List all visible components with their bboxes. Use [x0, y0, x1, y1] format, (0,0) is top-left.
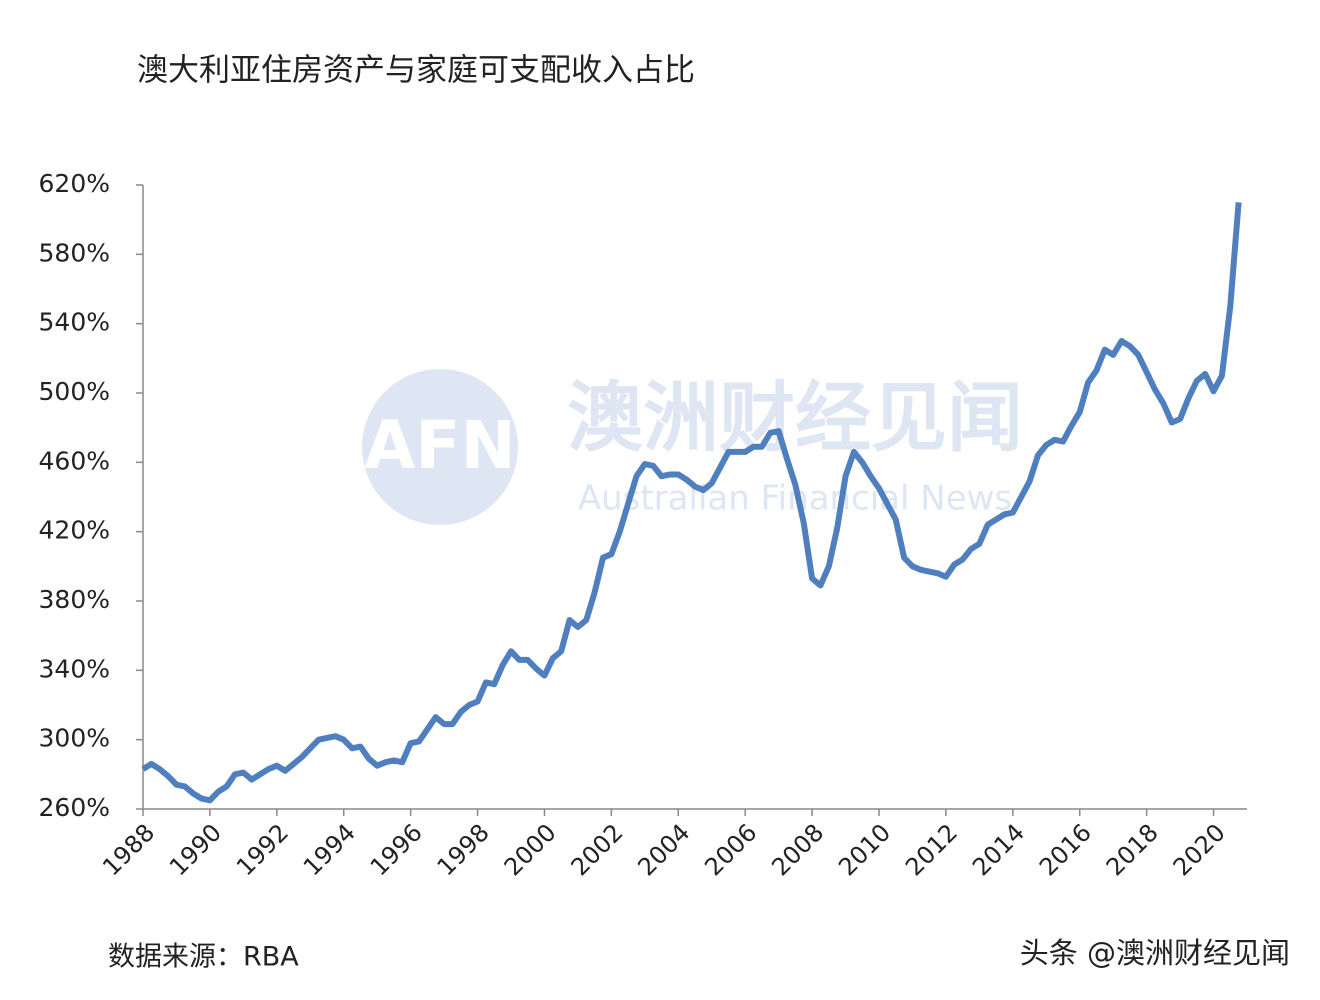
watermark-logo: AFN	[364, 407, 515, 484]
chart-title: 澳大利亚住房资产与家庭可支配收入占比	[137, 53, 695, 89]
x-tick-label: 1992	[231, 818, 294, 881]
y-tick-label: 380%	[39, 585, 110, 614]
x-tick-label: 2010	[833, 818, 896, 881]
x-tick-label: 2004	[632, 818, 695, 881]
x-tick-label: 2016	[1034, 818, 1097, 881]
x-tick-label: 1990	[164, 818, 227, 881]
x-tick-label: 2020	[1168, 818, 1231, 881]
x-tick-label: 2018	[1101, 818, 1164, 881]
x-tick-label: 1994	[298, 818, 361, 881]
y-tick-label: 300%	[39, 724, 110, 753]
x-tick-label: 2008	[766, 818, 829, 881]
y-tick-label: 460%	[39, 446, 110, 475]
y-tick-label: 580%	[39, 238, 110, 267]
x-tick-label: 1998	[432, 818, 495, 881]
y-tick-label: 620%	[39, 169, 110, 198]
x-tick-label: 1996	[365, 818, 428, 881]
x-tick-label: 2006	[699, 818, 762, 881]
watermark-logo-bg	[362, 369, 518, 525]
x-tick-label: 2002	[566, 818, 629, 881]
y-tick-label: 500%	[39, 377, 110, 406]
credit: 头条 @澳洲财经见闻	[1020, 936, 1290, 970]
watermark-name: 澳洲财经见闻	[567, 373, 1023, 462]
y-tick-label: 420%	[39, 516, 110, 545]
line-series	[141, 202, 1242, 804]
y-tick-label: 540%	[39, 308, 110, 337]
y-tick-label: 260%	[39, 793, 110, 822]
x-tick-label: 2012	[900, 818, 963, 881]
x-tick-label: 1988	[97, 818, 160, 881]
x-tick-label: 2000	[499, 818, 562, 881]
y-tick-label: 340%	[39, 654, 110, 683]
x-tick-label: 2014	[967, 818, 1030, 881]
source: 数据来源：RBA	[108, 942, 299, 973]
